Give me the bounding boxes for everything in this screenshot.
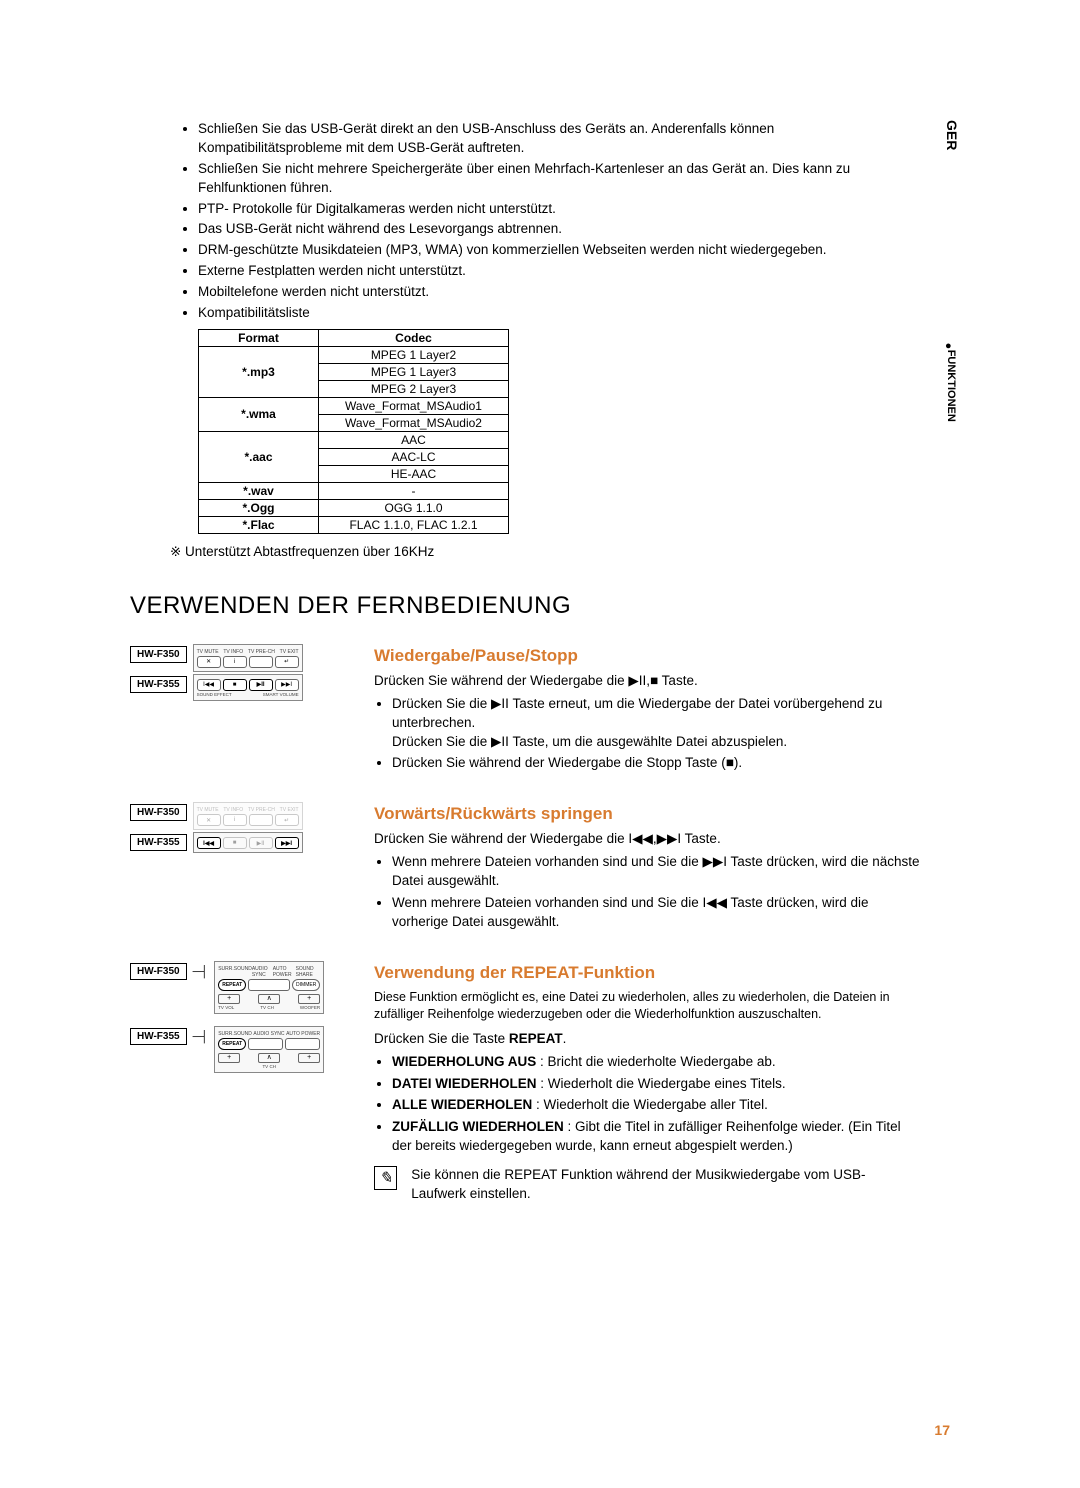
table-row: *.aacAAC xyxy=(199,431,509,448)
heading-playback: Wiedergabe/Pause/Stopp xyxy=(374,646,920,666)
list-item: Wenn mehrere Dateien vorhanden sind und … xyxy=(392,894,920,932)
repeat-items: WIEDERHOLUNG AUS : Bricht die wiederholt… xyxy=(392,1053,920,1156)
list-item: DRM-geschützte Musikdateien (MP3, WMA) v… xyxy=(198,241,920,260)
remote-diagram-skip: HW-F350 TV MUTETV INFOTV PRE-CHTV EXIT ✕… xyxy=(130,804,350,934)
page-number: 17 xyxy=(934,1422,950,1438)
section-repeat: HW-F350 ─┤ SURR.SOUNDAUDIO SYNCAUTO POWE… xyxy=(130,963,920,1204)
table-row: *.mp3MPEG 1 Layer2 xyxy=(199,346,509,363)
section-tab: FUNKTIONEN xyxy=(945,340,960,422)
list-item: Drücken Sie die ▶II Taste erneut, um die… xyxy=(392,695,920,752)
playback-items: Drücken Sie die ▶II Taste erneut, um die… xyxy=(392,695,920,774)
list-item: Externe Festplatten werden nicht unterst… xyxy=(198,262,920,281)
remote-mock: SURR.SOUNDAUDIO SYNCAUTO POWER REPEAT +∧… xyxy=(214,1026,324,1073)
usb-notes-list: Schließen Sie das USB-Gerät direkt an de… xyxy=(198,120,920,323)
section-skip: HW-F350 TV MUTETV INFOTV PRE-CHTV EXIT ✕… xyxy=(130,804,920,934)
page-content: Schließen Sie das USB-Gerät direkt an de… xyxy=(130,120,920,1204)
remote-mock: TV MUTETV INFOTV PRE-CHTV EXIT ✕i ↵ xyxy=(193,644,303,672)
col-codec: Codec xyxy=(319,329,509,346)
table-row: *.wmaWave_Format_MSAudio1 xyxy=(199,397,509,414)
list-item: WIEDERHOLUNG AUS : Bricht die wiederholt… xyxy=(392,1053,920,1072)
note-text: Sie können die REPEAT Funktion während d… xyxy=(411,1166,920,1204)
list-item: Das USB-Gerät nicht während des Lesevorg… xyxy=(198,220,920,239)
model-badge: HW-F350 xyxy=(130,646,187,663)
sample-rate-note: ※ Unterstützt Abtastfrequenzen über 16KH… xyxy=(170,544,920,560)
codec-table: Format Codec *.mp3MPEG 1 Layer2MPEG 1 La… xyxy=(198,329,509,534)
remote-mock: SURR.SOUNDAUDIO SYNCAUTO POWERSOUND SHAR… xyxy=(214,961,324,1014)
remote-diagram-playback: HW-F350 TV MUTETV INFOTV PRE-CHTV EXIT ✕… xyxy=(130,646,350,776)
remote-mock: TV MUTETV INFOTV PRE-CHTV EXIT ✕i ↵ xyxy=(193,802,303,830)
list-item: Drücken Sie während der Wiedergabe die S… xyxy=(392,754,920,773)
list-item: Wenn mehrere Dateien vorhanden sind und … xyxy=(392,853,920,891)
col-format: Format xyxy=(199,329,319,346)
list-item: Schließen Sie nicht mehrere Speichergerä… xyxy=(198,160,920,198)
instruction-text: Drücken Sie die Taste REPEAT. xyxy=(374,1030,920,1049)
remote-diagram-repeat: HW-F350 ─┤ SURR.SOUNDAUDIO SYNCAUTO POWE… xyxy=(130,963,350,1204)
list-item: Kompatibilitätsliste xyxy=(198,304,920,323)
region-tab: GER xyxy=(944,120,960,150)
remote-mock: I◀◀■▶II▶▶I xyxy=(193,832,303,853)
model-badge: HW-F355 xyxy=(130,1028,187,1045)
list-item: Mobiltelefone werden nicht unterstützt. xyxy=(198,283,920,302)
intro-text: Drücken Sie während der Wiedergabe die ▶… xyxy=(374,672,920,691)
note-box: ✎ Sie können die REPEAT Funktion während… xyxy=(374,1166,920,1204)
section-playback: HW-F350 TV MUTETV INFOTV PRE-CHTV EXIT ✕… xyxy=(130,646,920,776)
model-badge: HW-F355 xyxy=(130,834,187,851)
main-heading: VERWENDEN DER FERNBEDIENUNG xyxy=(130,592,920,620)
model-badge: HW-F350 xyxy=(130,804,187,821)
heading-repeat: Verwendung der REPEAT-Funktion xyxy=(374,963,920,983)
intro-text: Drücken Sie während der Wiedergabe die I… xyxy=(374,830,920,849)
list-item: DATEI WIEDERHOLEN : Wiederholt die Wiede… xyxy=(392,1075,920,1094)
list-item: ALLE WIEDERHOLEN : Wiederholt die Wieder… xyxy=(392,1096,920,1115)
list-item: ZUFÄLLIG WIEDERHOLEN : Gibt die Titel in… xyxy=(392,1118,920,1156)
skip-items: Wenn mehrere Dateien vorhanden sind und … xyxy=(392,853,920,932)
table-row: *.FlacFLAC 1.1.0, FLAC 1.2.1 xyxy=(199,516,509,533)
list-item: PTP- Protokolle für Digitalkameras werde… xyxy=(198,200,920,219)
table-row: *.wav- xyxy=(199,482,509,499)
model-badge: HW-F350 xyxy=(130,963,187,980)
model-badge: HW-F355 xyxy=(130,676,187,693)
table-row: *.OggOGG 1.1.0 xyxy=(199,499,509,516)
intro-text: Diese Funktion ermöglicht es, eine Datei… xyxy=(374,989,920,1024)
remote-mock: I◀◀■▶II▶▶I SOUND EFFECTSMART VOLUME xyxy=(193,674,303,701)
heading-skip: Vorwärts/Rückwärts springen xyxy=(374,804,920,824)
list-item: Schließen Sie das USB-Gerät direkt an de… xyxy=(198,120,920,158)
note-icon: ✎ xyxy=(374,1166,397,1190)
